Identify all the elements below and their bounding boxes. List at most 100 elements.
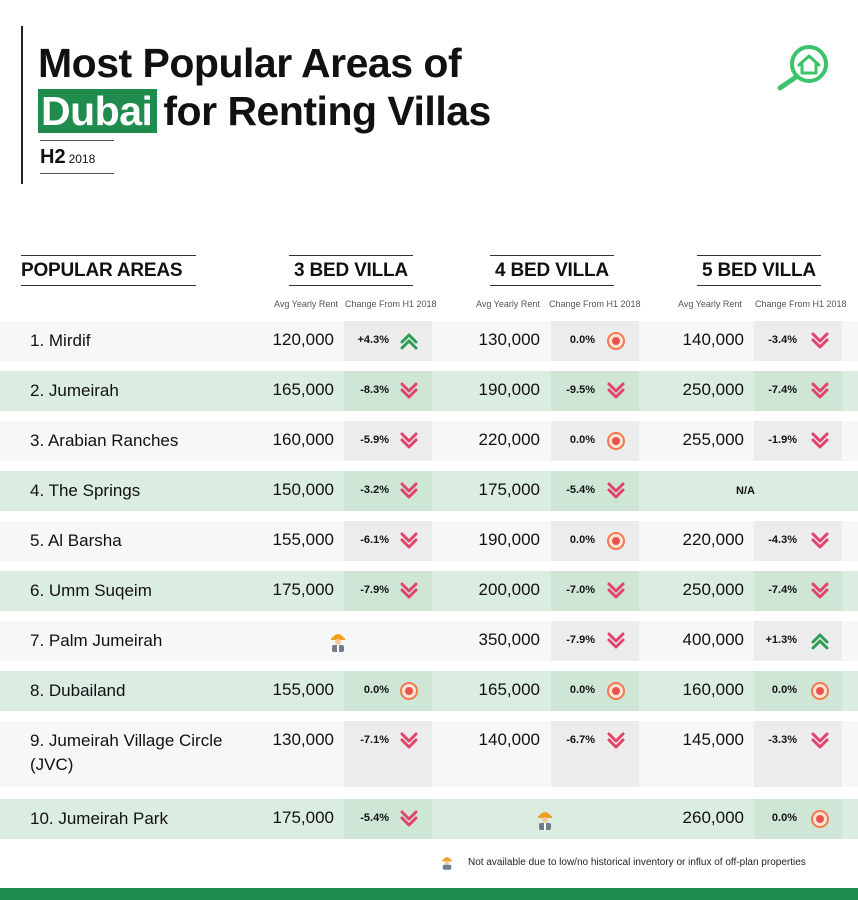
- area-name: 1. Mirdif: [30, 331, 91, 350]
- change-cell-bg: [344, 521, 432, 561]
- change-percent: -1.9%: [768, 434, 797, 446]
- yearly-rent: 260,000: [682, 808, 744, 827]
- header-4-bed-villa: 4 BED VILLA: [490, 255, 614, 286]
- area-name: 6. Umm Suqeim: [30, 581, 152, 600]
- change-percent: 0.0%: [569, 434, 595, 446]
- change-cell-bg: [344, 371, 432, 411]
- trend-up-icon: [811, 633, 829, 650]
- change-cell-bg: [344, 471, 432, 511]
- subheader-change-5bed: Change From H1 2018: [755, 299, 847, 309]
- table-row: 1. Mirdif 120,000 +4.3% 130,000 0.0% 140,000 -…: [0, 321, 858, 361]
- table-row: 4. The Springs 150,000 -3.2% 175,000 -5.4% N/…: [0, 471, 858, 511]
- subheader-change-4bed: Change From H1 2018: [549, 299, 641, 309]
- table-row: 3. Arabian Ranches 160,000 -5.9% 220,000 0.0…: [0, 421, 858, 461]
- trend-down-icon: [607, 732, 625, 749]
- yearly-rent: 175,000: [272, 808, 334, 827]
- change-percent: 0.0%: [363, 684, 389, 696]
- change-percent: -7.9%: [566, 634, 595, 646]
- trend-down-icon: [400, 482, 418, 499]
- yearly-rent: 130,000: [272, 730, 334, 749]
- change-percent: -6.1%: [360, 534, 389, 546]
- trend-down-icon: [400, 810, 418, 827]
- change-percent: -7.4%: [768, 584, 797, 596]
- trend-down-icon: [400, 732, 418, 749]
- yearly-rent: 145,000: [682, 730, 744, 749]
- change-cell-bg: [344, 799, 432, 839]
- table-row: 9. Jumeirah Village Circle (JVC) 130,000 -7…: [0, 721, 858, 787]
- change-percent: -5.4%: [566, 484, 595, 496]
- title-accent-bar: [21, 26, 23, 184]
- yearly-rent: 160,000: [682, 680, 744, 699]
- yearly-rent: 140,000: [682, 330, 744, 349]
- change-percent: -7.0%: [566, 584, 595, 596]
- change-cell-bg: [344, 421, 432, 461]
- change-cell-bg: [551, 471, 639, 511]
- trend-down-icon: [811, 732, 829, 749]
- change-percent: -9.5%: [566, 384, 595, 396]
- trend-down-icon: [607, 582, 625, 599]
- change-percent: -7.1%: [360, 734, 389, 746]
- yearly-rent: 255,000: [682, 430, 744, 449]
- area-name: 8. Dubailand: [30, 681, 126, 700]
- yearly-rent: 400,000: [682, 630, 744, 649]
- search-home-icon: [777, 45, 828, 91]
- yearly-rent: 190,000: [478, 530, 540, 549]
- table-row: 10. Jumeirah Park 175,000 -5.4% 260,000 0.0%: [0, 799, 858, 839]
- area-name: 5. Al Barsha: [30, 531, 122, 550]
- yearly-rent: 350,000: [478, 630, 540, 649]
- table-row: 7. Palm Jumeirah 350,000 -7.9% 400,000 +1.3%: [0, 621, 858, 661]
- change-percent: 0.0%: [569, 334, 595, 346]
- trend-down-icon: [811, 332, 829, 349]
- yearly-rent: 220,000: [682, 530, 744, 549]
- change-percent: -4.3%: [768, 534, 797, 546]
- not-available-label: N/A: [736, 485, 755, 497]
- area-name: 2. Jumeirah: [30, 381, 119, 400]
- no-change-icon: [400, 682, 418, 700]
- yearly-rent: 190,000: [478, 380, 540, 399]
- table-row: 5. Al Barsha 155,000 -6.1% 190,000 0.0% 220,0…: [0, 521, 858, 561]
- change-percent: -5.9%: [360, 434, 389, 446]
- trend-down-icon: [811, 532, 829, 549]
- trend-down-icon: [400, 432, 418, 449]
- no-change-icon: [607, 432, 625, 450]
- worker-icon: [331, 634, 345, 652]
- title-line-2: Dubai for Renting Villas: [38, 88, 491, 134]
- yearly-rent: 130,000: [478, 330, 540, 349]
- subheader-change-3bed: Change From H1 2018: [345, 299, 437, 309]
- trend-down-icon: [400, 532, 418, 549]
- trend-down-icon: [811, 382, 829, 399]
- change-cell-bg: [344, 721, 432, 787]
- area-name: 4. The Springs: [30, 481, 141, 500]
- yearly-rent: 165,000: [478, 680, 540, 699]
- footnote-text: Not available due to low/no historical i…: [468, 856, 806, 868]
- edition-label: H2 2018: [40, 140, 114, 174]
- change-percent: 0.0%: [771, 812, 797, 824]
- change-cell-bg: [551, 621, 639, 661]
- worker-icon: [537, 812, 552, 830]
- table-row: 6. Umm Suqeim 175,000 -7.9% 200,000 -7.0% 250…: [0, 571, 858, 611]
- yearly-rent: 250,000: [682, 380, 744, 399]
- trend-down-icon: [811, 432, 829, 449]
- no-change-icon: [811, 682, 829, 700]
- header-popular-areas: POPULAR AREAS: [21, 255, 196, 286]
- no-change-icon: [607, 332, 625, 350]
- change-percent: +4.3%: [357, 334, 390, 346]
- trend-down-icon: [607, 382, 625, 399]
- change-percent: -3.4%: [768, 334, 797, 346]
- change-percent: +1.3%: [765, 634, 798, 646]
- no-change-icon: [607, 682, 625, 700]
- table-row: 2. Jumeirah 165,000 -8.3% 190,000 -9.5% 250,0…: [0, 371, 858, 411]
- yearly-rent: 175,000: [272, 580, 334, 599]
- subheader-rent-4bed: Avg Yearly Rent: [476, 299, 540, 309]
- change-cell-bg: [551, 571, 639, 611]
- change-percent: -7.4%: [768, 384, 797, 396]
- no-change-icon: [607, 532, 625, 550]
- table-row: 8. Dubailand 155,000 0.0% 165,000 0.0% 160,00…: [0, 671, 858, 711]
- yearly-rent: 250,000: [682, 580, 744, 599]
- area-name: 7. Palm Jumeirah: [30, 631, 163, 650]
- change-cell-bg: [344, 321, 432, 361]
- area-name: 9. Jumeirah Village Circle (JVC): [30, 731, 223, 774]
- title-line-1: Most Popular Areas of: [38, 40, 462, 86]
- yearly-rent: 200,000: [478, 580, 540, 599]
- trend-down-icon: [607, 632, 625, 649]
